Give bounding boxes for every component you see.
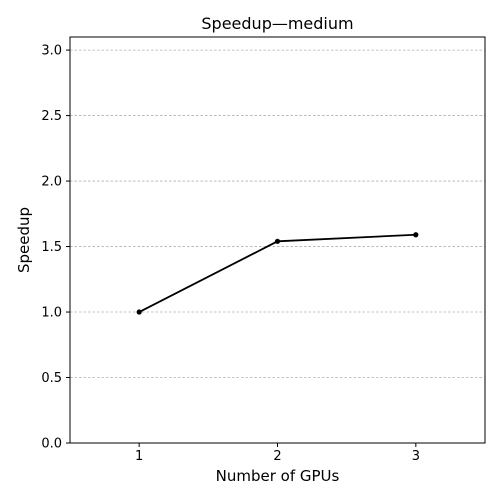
x-tick-label: 2 [273,449,281,464]
x-tick-label: 1 [135,449,143,464]
x-tick-label: 3 [412,449,420,464]
data-point [136,309,142,315]
series-layer [136,232,419,315]
data-point [413,232,419,238]
y-axis-label: Speedup [15,207,33,273]
x-axis-label: Number of GPUs [216,467,340,485]
data-point [274,238,281,244]
x-axis-ticks: 1 2 3 [135,443,420,464]
y-tick-label: 2.5 [41,109,62,124]
y-tick-label: 3.0 [41,44,62,59]
y-tick-label: 1.0 [41,306,62,321]
y-axis-ticks: 0.0 0.5 1.0 1.5 2.0 2.5 3.0 [41,44,70,452]
y-tick-label: 2.0 [41,175,62,190]
y-tick-label: 0.0 [41,437,62,452]
y-tick-label: 0.5 [41,371,62,386]
chart-title: Speedup—medium [201,14,353,33]
y-tick-label: 1.5 [41,240,62,255]
grid-lines [70,49,485,444]
